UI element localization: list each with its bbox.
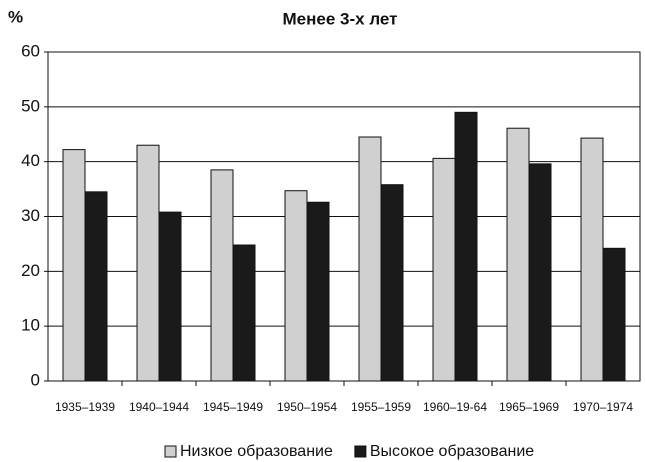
bar (210, 169, 234, 382)
y-tick-label: 50 (21, 96, 40, 115)
chart-title: Менее 3-х лет (283, 9, 398, 28)
x-tick-label: 1945–1949 (203, 400, 263, 414)
legend-label: Низкое образование (180, 443, 333, 460)
bar (306, 201, 330, 382)
bar (528, 163, 552, 382)
x-tick-label: 1970–1974 (573, 400, 633, 414)
y-tick-label: 0 (31, 370, 40, 389)
bar (380, 184, 404, 382)
x-tick-label: 1935–1939 (55, 400, 115, 414)
y-tick-label: 30 (21, 206, 40, 225)
x-tick-label: 1950–1954 (277, 400, 337, 414)
bar (506, 127, 530, 382)
y-tick-label: 20 (21, 261, 40, 280)
y-axis-label: % (8, 7, 23, 26)
bar (432, 157, 456, 382)
y-tick-label: 10 (21, 316, 40, 335)
legend-swatch (164, 445, 177, 458)
x-tick-label: 1940–1944 (129, 400, 189, 414)
bar (454, 111, 478, 382)
bar (62, 149, 86, 382)
x-tick-label: 1965–1969 (499, 400, 559, 414)
y-tick-label: 60 (21, 41, 40, 60)
bar (232, 244, 256, 382)
bar (358, 136, 382, 382)
bar (84, 191, 108, 382)
bar (580, 137, 604, 382)
legend-label: Высокое образование (370, 443, 534, 460)
x-tick-label: 1955–1959 (351, 400, 411, 414)
bar (136, 144, 160, 382)
x-tick-label: 1960–19-64 (423, 400, 487, 414)
y-tick-label: 40 (21, 151, 40, 170)
bar (602, 247, 626, 382)
bar (284, 190, 308, 382)
legend-swatch (354, 445, 367, 458)
bar (158, 211, 182, 382)
